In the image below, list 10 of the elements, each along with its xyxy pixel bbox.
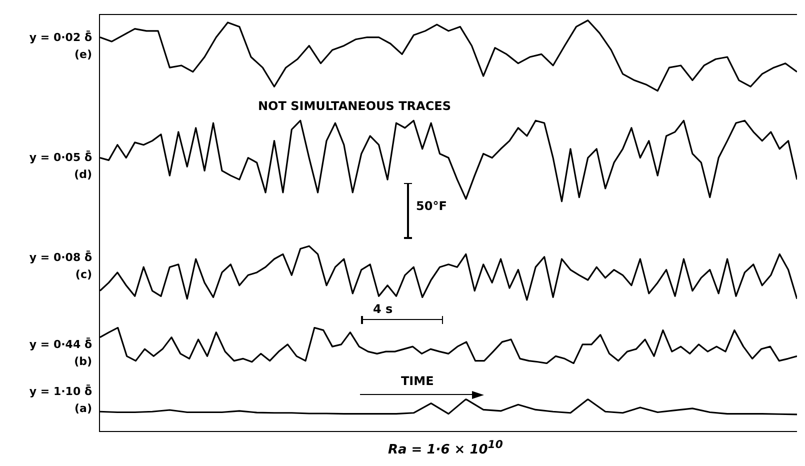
text: TIME bbox=[401, 374, 434, 388]
y-axis-title: y = 0·02 δ̄ (e) bbox=[28, 30, 92, 62]
y-axis-title: y = 1·10 δ̄ (a) bbox=[28, 384, 92, 416]
annotation: 50°F bbox=[416, 198, 447, 212]
y-axis-title: y = 0·44 δ̄ (b) bbox=[28, 336, 92, 370]
text: NOT SIMULTANEOUS TRACES bbox=[258, 98, 451, 112]
text: Ra = 1·6 × 10$^{10}$ bbox=[388, 438, 503, 457]
y-axis-title: y = 0·08 δ̄ (c) bbox=[28, 250, 92, 282]
y-axis-title: y = 0·05 δ̄ (d) bbox=[28, 150, 92, 182]
text: 4 s bbox=[373, 302, 393, 316]
